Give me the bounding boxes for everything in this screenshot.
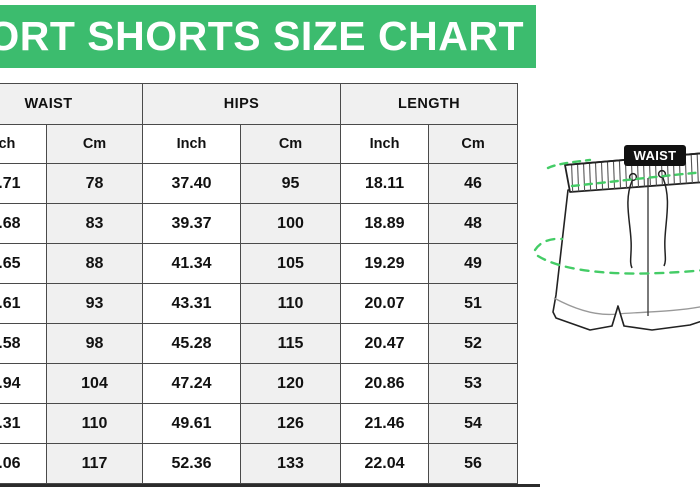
- cell-length-cm: 46: [428, 163, 519, 204]
- waist-label-text: WAIST: [634, 148, 677, 163]
- cell-hips-inch: 43.31: [142, 283, 242, 324]
- unit-header-length-cm: Cm: [428, 124, 519, 164]
- cell-length-inch: 20.86: [340, 363, 430, 404]
- cell-waist-inch: 30.71: [0, 163, 47, 204]
- cell-waist-inch: 32.68: [0, 203, 47, 244]
- cell-waist-inch: 36.61: [0, 283, 47, 324]
- cell-length-inch: 19.29: [340, 243, 430, 284]
- cell-hips-cm: 115: [240, 323, 342, 364]
- cell-length-cm: 56: [428, 443, 519, 484]
- cell-waist-inch: 38.58: [0, 323, 47, 364]
- cell-hips-inch: 37.40: [142, 163, 242, 204]
- cell-hips-inch: 49.61: [142, 403, 242, 444]
- drawstring-icon: [627, 169, 669, 269]
- cell-hips-cm: 100: [240, 203, 342, 244]
- cell-length-cm: 51: [428, 283, 519, 324]
- table-row: 40.94 104 47.24 120 20.86 53: [0, 363, 519, 404]
- cell-hips-cm: 95: [240, 163, 342, 204]
- cell-hips-inch: 47.24: [142, 363, 242, 404]
- cell-length-inch: 20.07: [340, 283, 430, 324]
- table-row: 43.31 110 49.61 126 21.46 54: [0, 403, 519, 444]
- cell-hips-cm: 110: [240, 283, 342, 324]
- table-group-header-row: WAIST HIPS LENGTH: [0, 83, 519, 125]
- cell-waist-cm: 93: [45, 283, 144, 324]
- cell-waist-inch: 46.06: [0, 443, 47, 484]
- table-row: 34.65 88 41.34 105 19.29 49: [0, 243, 519, 284]
- size-table: WAIST HIPS LENGTH Inch Cm Inch Cm Inch C…: [0, 83, 519, 484]
- cell-length-inch: 18.11: [340, 163, 430, 204]
- cell-hips-inch: 39.37: [142, 203, 242, 244]
- table-row: 32.68 83 39.37 100 18.89 48: [0, 203, 519, 244]
- cell-length-inch: 22.04: [340, 443, 430, 484]
- cell-hips-inch: 45.28: [142, 323, 242, 364]
- cell-length-cm: 48: [428, 203, 519, 244]
- cell-waist-cm: 110: [45, 403, 144, 444]
- cell-hips-cm: 120: [240, 363, 342, 404]
- title-banner: SPORT SHORTS SIZE CHART: [0, 5, 536, 68]
- group-header-waist: WAIST: [0, 83, 144, 125]
- table-row: 38.58 98 45.28 115 20.47 52: [0, 323, 519, 364]
- unit-header-waist-inch: Inch: [0, 124, 47, 164]
- cell-length-cm: 52: [428, 323, 519, 364]
- cell-waist-inch: 43.31: [0, 403, 47, 444]
- cell-waist-inch: 34.65: [0, 243, 47, 284]
- cell-hips-inch: 41.34: [142, 243, 242, 284]
- bottom-divider: [0, 484, 540, 487]
- unit-header-waist-cm: Cm: [45, 124, 144, 164]
- cell-waist-cm: 104: [45, 363, 144, 404]
- unit-header-hips-inch: Inch: [142, 124, 242, 164]
- size-table-container: WAIST HIPS LENGTH Inch Cm Inch Cm Inch C…: [0, 83, 519, 484]
- cell-hips-cm: 126: [240, 403, 342, 444]
- table-row: 46.06 117 52.36 133 22.04 56: [0, 443, 519, 484]
- cell-length-cm: 54: [428, 403, 519, 444]
- shorts-illustration: WAIST: [520, 120, 700, 370]
- cell-length-cm: 49: [428, 243, 519, 284]
- cell-hips-cm: 133: [240, 443, 342, 484]
- cell-length-inch: 21.46: [340, 403, 430, 444]
- unit-header-length-inch: Inch: [340, 124, 430, 164]
- cell-waist-inch: 40.94: [0, 363, 47, 404]
- hip-measure-line: [533, 237, 700, 275]
- table-row: 36.61 93 43.31 110 20.07 51: [0, 283, 519, 324]
- cell-waist-cm: 78: [45, 163, 144, 204]
- cell-length-inch: 18.89: [340, 203, 430, 244]
- table-row: 30.71 78 37.40 95 18.11 46: [0, 163, 519, 204]
- cell-length-inch: 20.47: [340, 323, 430, 364]
- group-header-hips: HIPS: [142, 83, 342, 125]
- waist-measure-line: [546, 158, 700, 188]
- shorts-body-icon: [552, 181, 700, 331]
- group-header-length: LENGTH: [340, 83, 519, 125]
- cell-length-cm: 53: [428, 363, 519, 404]
- page-title: SPORT SHORTS SIZE CHART: [0, 13, 524, 59]
- cell-waist-cm: 83: [45, 203, 144, 244]
- cell-waist-cm: 88: [45, 243, 144, 284]
- cell-hips-inch: 52.36: [142, 443, 242, 484]
- table-unit-header-row: Inch Cm Inch Cm Inch Cm: [0, 124, 519, 164]
- waist-label-tag: WAIST: [624, 145, 686, 166]
- cell-waist-cm: 98: [45, 323, 144, 364]
- cell-hips-cm: 105: [240, 243, 342, 284]
- unit-header-hips-cm: Cm: [240, 124, 342, 164]
- cell-waist-cm: 117: [45, 443, 144, 484]
